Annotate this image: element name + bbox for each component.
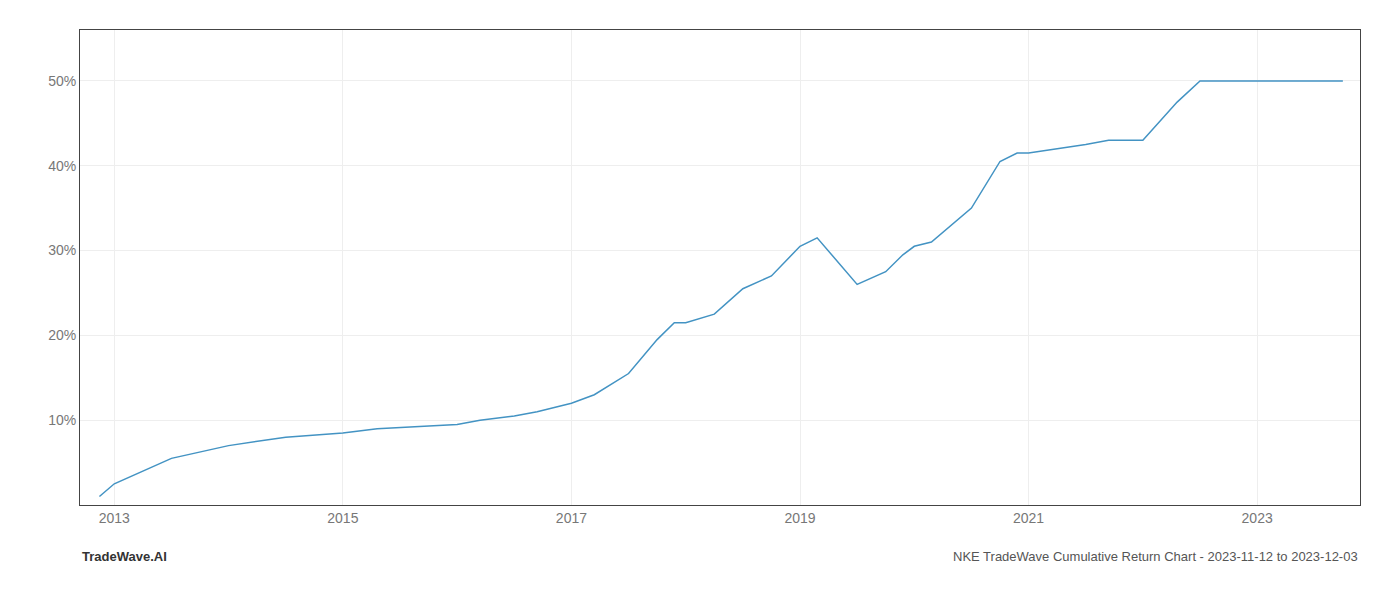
svg-text:20%: 20% bbox=[48, 327, 76, 343]
svg-text:2017: 2017 bbox=[556, 510, 587, 526]
svg-text:10%: 10% bbox=[48, 412, 76, 428]
svg-text:40%: 40% bbox=[48, 158, 76, 174]
svg-text:30%: 30% bbox=[48, 242, 76, 258]
svg-text:50%: 50% bbox=[48, 73, 76, 89]
svg-text:2019: 2019 bbox=[784, 510, 815, 526]
svg-text:NKE TradeWave Cumulative Retur: NKE TradeWave Cumulative Return Chart - … bbox=[953, 549, 1358, 564]
svg-text:TradeWave.AI: TradeWave.AI bbox=[82, 549, 167, 564]
svg-text:2015: 2015 bbox=[327, 510, 358, 526]
svg-text:2021: 2021 bbox=[1013, 510, 1044, 526]
svg-text:2013: 2013 bbox=[99, 510, 130, 526]
svg-text:2023: 2023 bbox=[1242, 510, 1273, 526]
